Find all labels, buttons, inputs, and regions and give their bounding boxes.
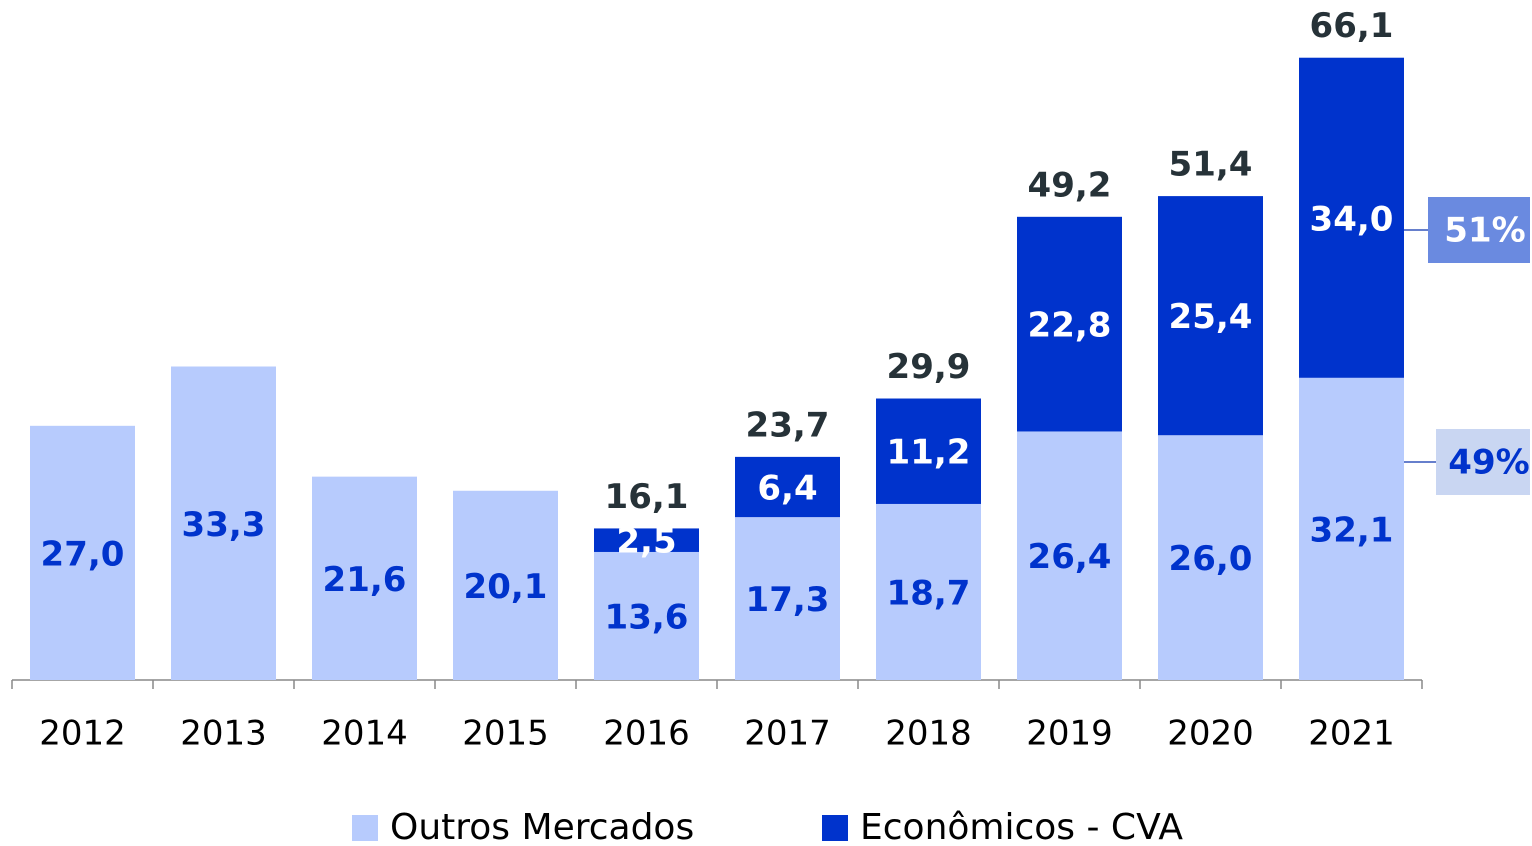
data-label: 27,0 xyxy=(41,534,125,574)
x-tick-label: 2014 xyxy=(321,714,408,754)
x-tick-label: 2018 xyxy=(885,714,972,754)
x-tick-label: 2012 xyxy=(39,714,126,754)
bar-segment xyxy=(1299,57,1404,378)
total-label: 23,7 xyxy=(746,405,830,445)
data-label: 22,8 xyxy=(1028,306,1112,346)
data-label: 2,5 xyxy=(616,522,676,562)
data-label: 26,4 xyxy=(1028,537,1112,577)
bar-segment xyxy=(876,398,981,504)
bar-segment xyxy=(594,551,699,680)
bar-segment xyxy=(1017,431,1122,680)
bar-segment xyxy=(876,503,981,680)
legend-swatch xyxy=(822,815,848,841)
data-label: 32,1 xyxy=(1310,510,1394,550)
bar-segment xyxy=(312,476,417,680)
data-label: 17,3 xyxy=(746,580,830,620)
data-label: 11,2 xyxy=(887,433,971,473)
data-label: 26,0 xyxy=(1169,539,1253,579)
bar-segment xyxy=(735,517,840,680)
total-label: 66,1 xyxy=(1310,6,1394,46)
data-label: 21,6 xyxy=(323,560,407,600)
bar-segment xyxy=(1017,216,1122,432)
data-label: 18,7 xyxy=(887,573,971,613)
total-label: 16,1 xyxy=(605,477,689,517)
share-label: 51% xyxy=(1444,211,1525,251)
share-box xyxy=(1428,197,1530,263)
x-tick-label: 2020 xyxy=(1167,714,1254,754)
data-label: 20,1 xyxy=(464,567,548,607)
data-label: 33,3 xyxy=(182,505,266,545)
x-tick-label: 2013 xyxy=(180,714,267,754)
total-label: 51,4 xyxy=(1169,145,1253,185)
bar-segment xyxy=(453,490,558,680)
data-label: 25,4 xyxy=(1169,297,1253,337)
bar-segment xyxy=(594,528,699,552)
bar-segment xyxy=(1158,435,1263,680)
data-label: 6,4 xyxy=(757,469,817,509)
legend-label: Outros Mercados xyxy=(390,807,694,846)
bar-segment xyxy=(171,366,276,680)
x-tick-label: 2021 xyxy=(1308,714,1395,754)
x-tick-label: 2015 xyxy=(462,714,549,754)
x-tick-label: 2019 xyxy=(1026,714,1113,754)
x-tick-label: 2017 xyxy=(744,714,831,754)
data-label: 34,0 xyxy=(1310,199,1394,239)
data-label: 13,6 xyxy=(605,597,689,637)
total-label: 49,2 xyxy=(1028,165,1112,205)
bar-segment xyxy=(1299,377,1404,680)
bar-segment xyxy=(1158,196,1263,436)
share-box xyxy=(1436,429,1530,495)
legend-label: Econômicos - CVA xyxy=(860,807,1183,846)
total-label: 29,9 xyxy=(887,347,971,387)
bar-segment xyxy=(735,456,840,518)
bar-segment xyxy=(30,425,135,680)
x-tick-label: 2016 xyxy=(603,714,690,754)
legend-swatch xyxy=(352,815,378,841)
share-label: 49% xyxy=(1448,443,1529,483)
